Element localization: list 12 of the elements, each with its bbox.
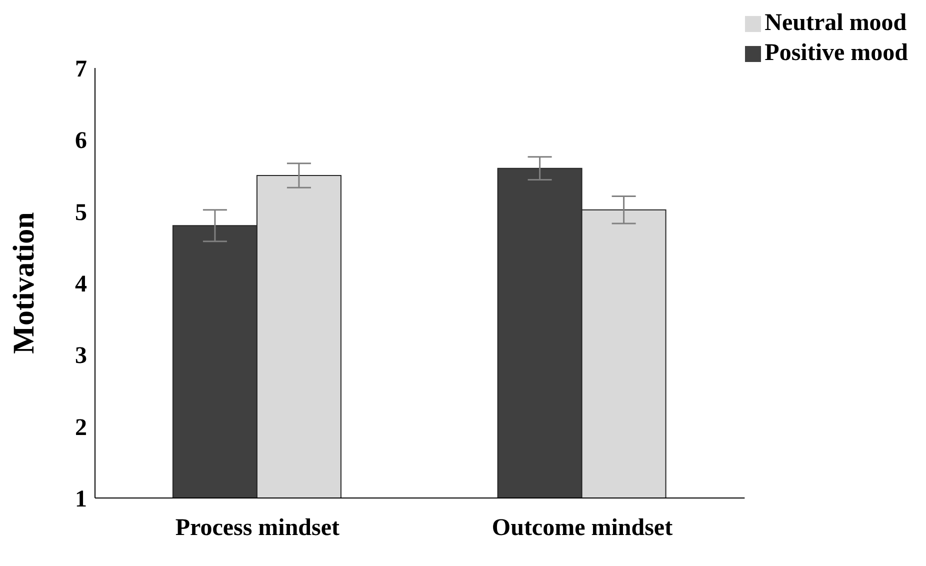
y-tick-label: 6 (75, 128, 87, 154)
legend-label: Neutral mood (764, 10, 907, 36)
y-tick-label: 2 (75, 414, 87, 441)
x-tick-label: Outcome mindset (492, 515, 673, 542)
y-tick-label: 5 (75, 200, 87, 226)
y-tick-label: 4 (75, 272, 87, 298)
y-tick-label: 1 (75, 486, 87, 513)
y-tick-label: 3 (75, 343, 87, 370)
y-tick-label: 7 (75, 56, 87, 83)
x-tick-label: Process mindset (175, 515, 340, 542)
y-axis-title: Motivation (8, 212, 41, 354)
legend-label: Positive mood (764, 40, 908, 66)
